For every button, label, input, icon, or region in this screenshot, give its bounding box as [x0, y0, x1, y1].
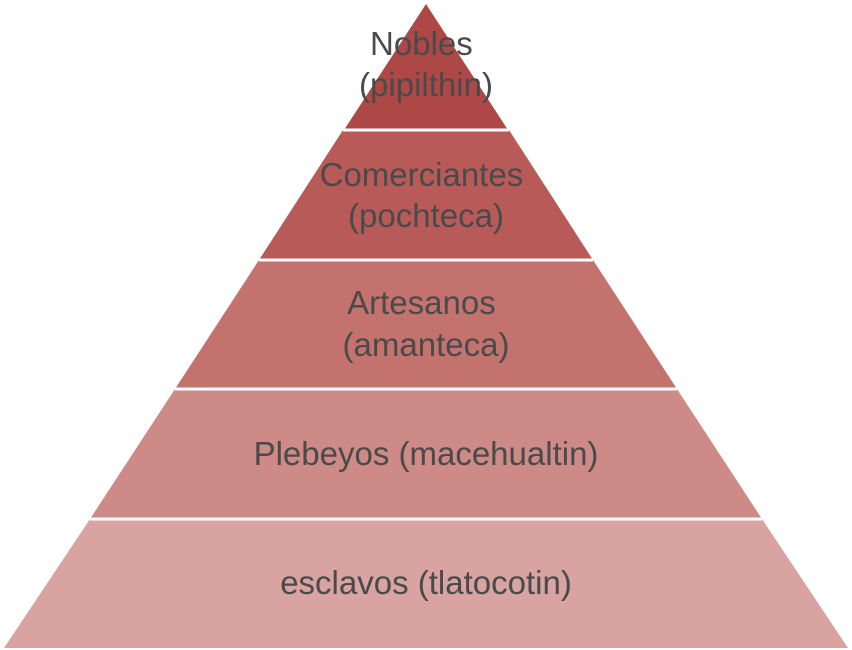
tier-comerciantes-label: Comerciantes (pochteca) — [320, 156, 533, 234]
tier-artesanos: Artesanos (amanteca) — [175, 260, 677, 389]
tier-plebeyos: Plebeyos (macehualtin) — [90, 389, 762, 519]
tier-comerciantes-label-line-2: (pochteca) — [348, 197, 504, 234]
tier-artesanos-label-line-1: Artesanos — [347, 284, 496, 321]
tier-comerciantes-label-line-1: Comerciantes — [320, 156, 524, 193]
tier-plebeyos-label: Plebeyos (macehualtin) — [254, 435, 599, 472]
tier-nobles: Nobles (pipilthin) — [344, 4, 508, 130]
tier-artesanos-label-line-2: (amanteca) — [343, 326, 510, 363]
tier-plebeyos-label-line-1: Plebeyos (macehualtin) — [254, 435, 599, 472]
tier-nobles-label: Nobles (pipilthin) — [359, 25, 493, 103]
tier-esclavos-label-line-1: esclavos (tlatocotin) — [280, 564, 572, 601]
tier-esclavos: esclavos (tlatocotin) — [4, 519, 848, 648]
tier-esclavos-label: esclavos (tlatocotin) — [280, 564, 572, 601]
tier-esclavos-shape — [4, 519, 848, 648]
tier-nobles-label-line-2: (pipilthin) — [359, 66, 493, 103]
tier-comerciantes-shape — [259, 130, 593, 260]
tier-comerciantes: Comerciantes (pochteca) — [259, 130, 593, 260]
tier-nobles-shape — [344, 4, 508, 130]
tier-artesanos-shape — [175, 260, 677, 389]
tier-nobles-label-line-1: Nobles — [370, 25, 473, 62]
tier-artesanos-label: Artesanos (amanteca) — [343, 284, 510, 363]
tier-plebeyos-shape — [90, 389, 762, 519]
tier-separators — [90, 128, 762, 521]
